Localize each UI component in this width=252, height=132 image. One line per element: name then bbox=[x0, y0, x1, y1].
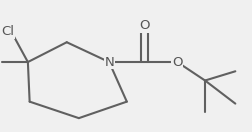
Text: O: O bbox=[171, 56, 182, 69]
Text: O: O bbox=[139, 19, 149, 32]
Text: N: N bbox=[104, 56, 114, 69]
Text: Cl: Cl bbox=[2, 25, 15, 38]
